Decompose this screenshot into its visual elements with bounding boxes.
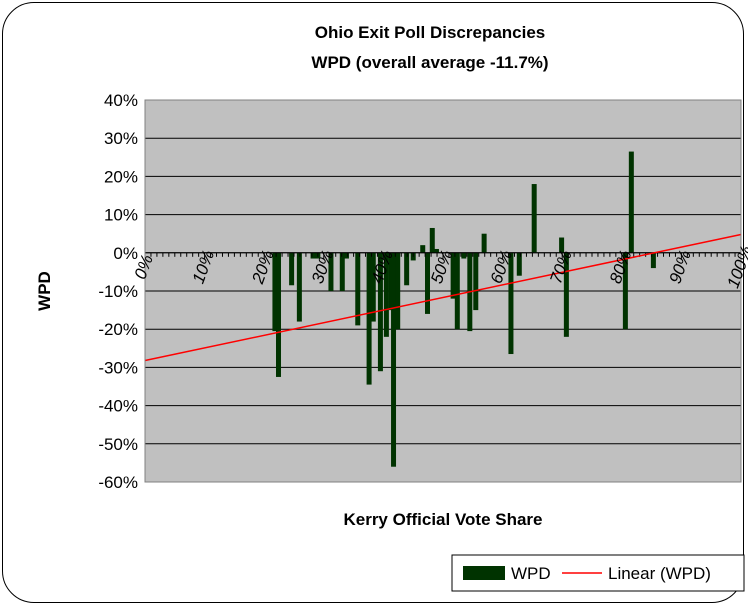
wpd-bar bbox=[343, 252, 349, 259]
wpd-bar bbox=[420, 245, 426, 253]
wpd-bar bbox=[429, 227, 435, 253]
wpd-bar bbox=[454, 252, 460, 330]
wpd-bar bbox=[328, 252, 334, 291]
wpd-bar bbox=[516, 252, 522, 276]
chart-subtitle: WPD (overall average -11.7%) bbox=[311, 53, 548, 72]
y-tick-label: -50% bbox=[98, 435, 138, 454]
wpd-bar bbox=[433, 248, 439, 253]
wpd-bar bbox=[531, 184, 537, 253]
y-axis-title: WPD bbox=[35, 271, 54, 311]
wpd-bar bbox=[473, 252, 479, 311]
y-tick-label: 20% bbox=[104, 167, 138, 186]
wpd-bar bbox=[383, 252, 389, 337]
wpd-bar bbox=[366, 252, 372, 385]
wpd-bar bbox=[296, 252, 302, 322]
wpd-bar bbox=[622, 252, 628, 330]
wpd-bar bbox=[355, 252, 361, 326]
wpd-bar bbox=[377, 252, 383, 372]
wpd-bar bbox=[450, 252, 456, 299]
wpd-bar bbox=[391, 252, 397, 467]
y-tick-label: -40% bbox=[98, 397, 138, 416]
wpd-bar bbox=[508, 252, 514, 355]
linear-trendline bbox=[144, 233, 742, 362]
wpd-bar bbox=[461, 252, 467, 259]
plot-border bbox=[144, 99, 742, 483]
legend-label-wpd: WPD bbox=[511, 564, 551, 583]
trendline-layer bbox=[144, 233, 742, 362]
wpd-bar bbox=[481, 233, 487, 253]
wpd-bar bbox=[650, 252, 656, 269]
y-tick-label: 30% bbox=[104, 129, 138, 148]
y-tick-label: -10% bbox=[98, 282, 138, 301]
legend-label-linear: Linear (WPD) bbox=[608, 564, 711, 583]
y-tick-label: 40% bbox=[104, 91, 138, 110]
wpd-bar bbox=[559, 237, 565, 253]
wpd-bar bbox=[276, 252, 282, 377]
wpd-bar bbox=[425, 252, 431, 314]
legend: WPD Linear (WPD) bbox=[451, 554, 745, 592]
y-tick-label: -20% bbox=[98, 320, 138, 339]
wpd-bar bbox=[395, 252, 401, 330]
wpd-bar bbox=[272, 252, 278, 332]
y-tick-label: 10% bbox=[104, 206, 138, 225]
wpd-bar bbox=[370, 252, 376, 322]
y-tick-label: 0% bbox=[113, 244, 138, 263]
wpd-bar bbox=[563, 252, 569, 337]
wpd-bar bbox=[289, 252, 295, 286]
y-tick-label: -30% bbox=[98, 358, 138, 377]
wpd-bar bbox=[404, 252, 410, 286]
wpd-bar bbox=[339, 252, 345, 291]
legend-swatch-wpd bbox=[463, 566, 505, 580]
wpd-bar bbox=[310, 252, 316, 259]
chart-title: Ohio Exit Poll Discrepancies bbox=[315, 23, 546, 42]
wpd-bars bbox=[272, 151, 656, 467]
wpd-bar bbox=[628, 151, 634, 253]
x-axis-title: Kerry Official Vote Share bbox=[343, 510, 542, 529]
x-axis bbox=[144, 252, 742, 259]
y-tick-label: -60% bbox=[98, 473, 138, 492]
y-tick-labels: 40% 30% 20% 10% 0% -10% -20% -30% -40% -50% -60% bbox=[98, 91, 138, 492]
